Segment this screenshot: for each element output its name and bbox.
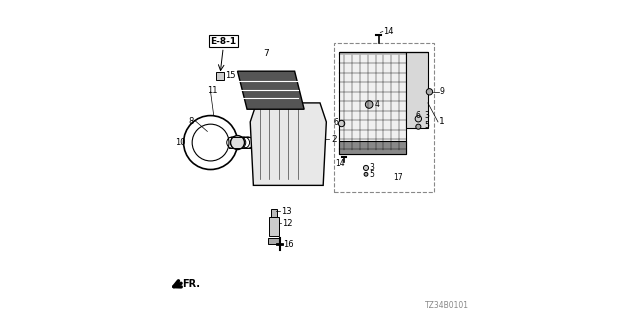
Text: 13: 13 [282, 207, 292, 216]
Text: 6: 6 [333, 118, 338, 127]
Polygon shape [339, 52, 406, 154]
Text: 8: 8 [188, 117, 194, 126]
Text: 7: 7 [263, 49, 269, 58]
Circle shape [416, 124, 421, 129]
Polygon shape [237, 71, 304, 109]
Circle shape [364, 165, 369, 171]
Circle shape [365, 101, 373, 108]
Text: 1: 1 [439, 117, 445, 126]
Text: 14: 14 [335, 159, 345, 168]
Circle shape [426, 89, 433, 95]
Text: 3: 3 [369, 163, 374, 172]
Bar [269, 217, 279, 236]
Text: 6: 6 [415, 111, 420, 120]
Circle shape [230, 136, 244, 149]
Polygon shape [406, 52, 428, 128]
Text: FR.: FR. [182, 279, 200, 289]
Text: 15: 15 [225, 71, 236, 80]
Polygon shape [339, 141, 406, 154]
Bar [334, 43, 434, 192]
Text: 2: 2 [331, 135, 337, 144]
Polygon shape [250, 103, 326, 185]
Text: 10: 10 [175, 138, 185, 147]
Text: 5: 5 [369, 170, 374, 179]
Bar [268, 238, 280, 244]
Text: 3: 3 [425, 111, 429, 120]
Circle shape [415, 116, 422, 122]
Text: 11: 11 [207, 86, 218, 95]
Text: 16: 16 [284, 240, 294, 249]
Text: 5: 5 [425, 121, 429, 130]
Text: 9: 9 [440, 87, 444, 96]
Circle shape [364, 172, 368, 176]
Circle shape [339, 120, 345, 127]
Text: TZ34B0101: TZ34B0101 [425, 301, 469, 310]
Text: 12: 12 [282, 219, 292, 228]
Bar [216, 72, 224, 80]
Bar [271, 209, 276, 217]
Text: 17: 17 [393, 173, 403, 182]
Text: 4: 4 [374, 100, 380, 109]
Text: E-8-1: E-8-1 [210, 36, 236, 45]
Text: 14: 14 [383, 27, 394, 36]
